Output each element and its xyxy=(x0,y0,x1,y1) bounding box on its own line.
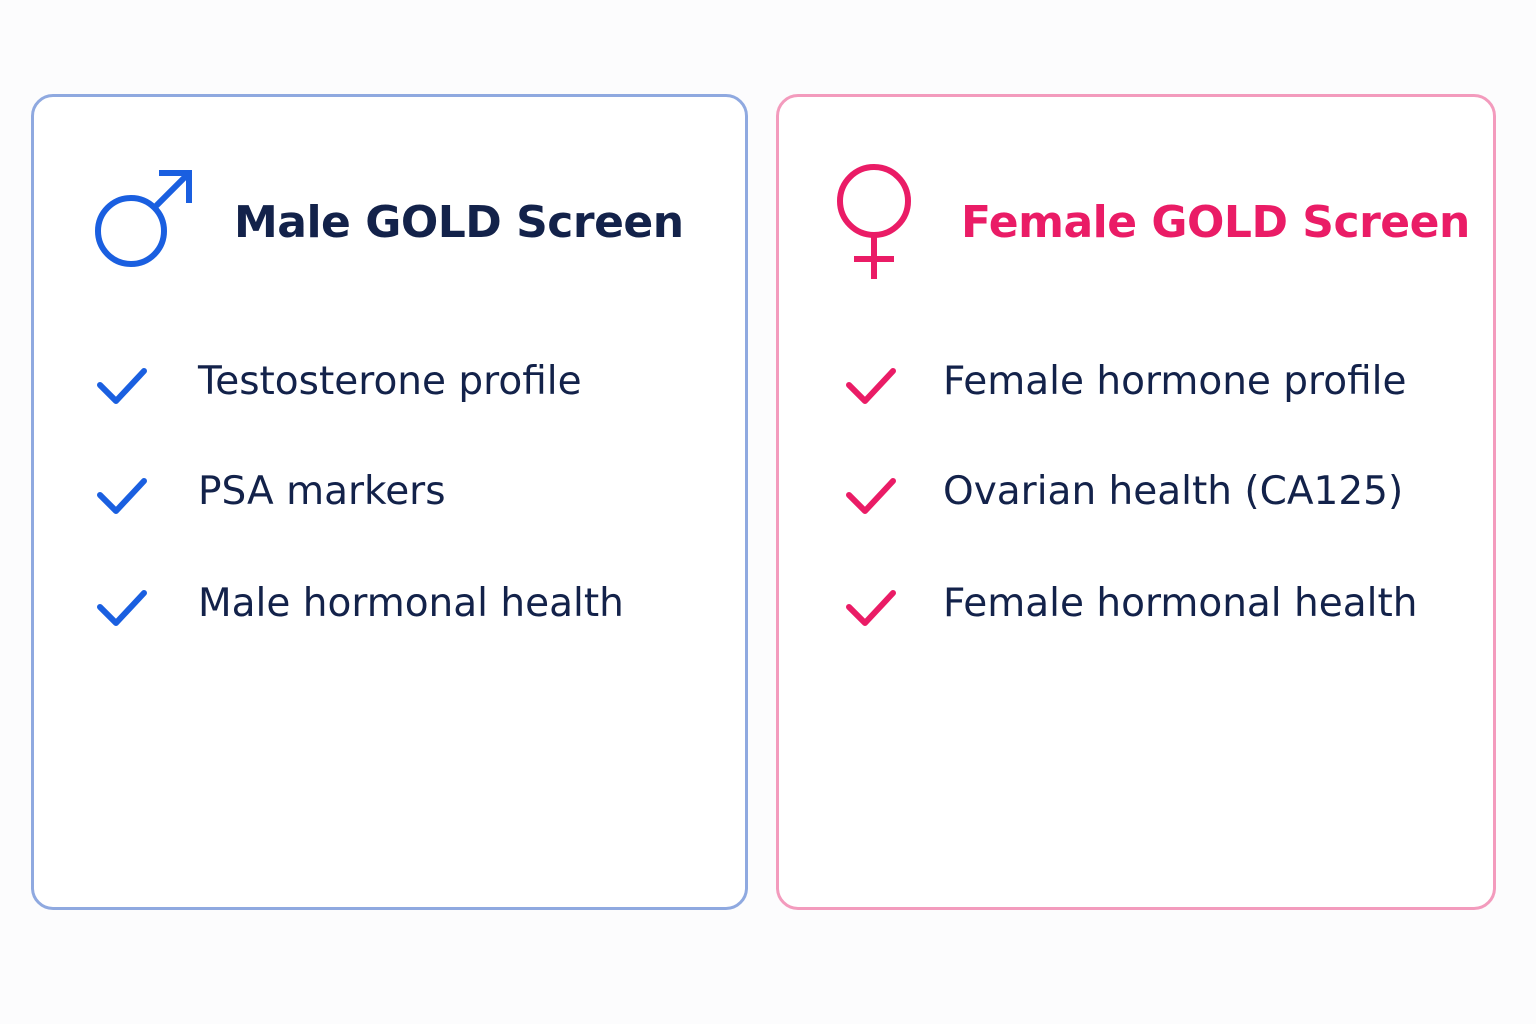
item-text: Female hormonal health xyxy=(943,581,1418,626)
check xyxy=(846,590,896,626)
card-title: Female GOLD Screen xyxy=(961,197,1470,248)
item-text: Ovarian health (CA125) xyxy=(943,469,1404,514)
card-title: Male GOLD Screen xyxy=(234,197,684,248)
check xyxy=(846,368,896,404)
check xyxy=(97,368,147,404)
check xyxy=(97,478,147,514)
item-text: Testosterone profile xyxy=(198,359,582,404)
male-card: Male GOLD Screen Testosterone profile PS… xyxy=(31,94,748,910)
check xyxy=(97,590,147,626)
female-card: Female GOLD Screen Female hormone profil… xyxy=(776,94,1496,910)
male-icon xyxy=(95,170,192,267)
item-text: Male hormonal health xyxy=(198,581,624,626)
check xyxy=(846,478,896,514)
item-text: PSA markers xyxy=(198,469,446,514)
item-text: Female hormone profile xyxy=(943,359,1407,404)
female-icon xyxy=(837,164,911,279)
